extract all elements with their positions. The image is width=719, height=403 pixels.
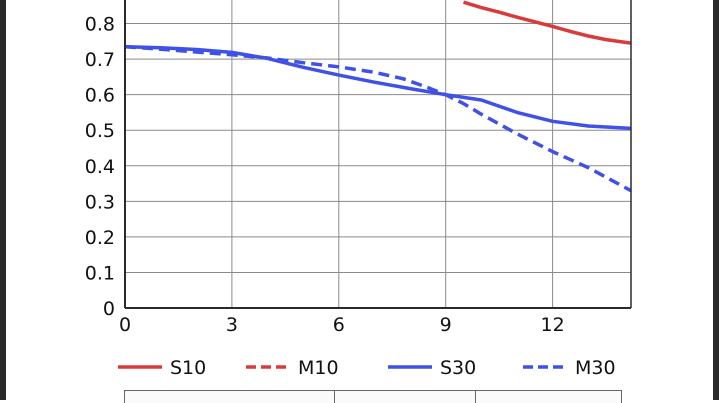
x-tick-label: 3 bbox=[226, 314, 238, 336]
x-tick-label: 9 bbox=[440, 314, 452, 336]
left-border bbox=[0, 0, 6, 400]
y-tick-label: 0 bbox=[103, 298, 115, 320]
legend-label-m30: M30 bbox=[575, 357, 616, 379]
x-tick-label: 6 bbox=[333, 314, 345, 336]
footer-table-cell bbox=[476, 391, 621, 403]
legend-label-s10: S10 bbox=[170, 357, 206, 379]
right-border bbox=[713, 0, 719, 400]
y-tick-label: 0.6 bbox=[85, 85, 115, 107]
x-axis-tick-labels: 0 3 6 9 12 bbox=[119, 314, 565, 336]
footer-table-cell bbox=[335, 391, 476, 403]
footer-table bbox=[124, 390, 622, 403]
y-tick-label: 0.7 bbox=[85, 49, 115, 71]
series-lines bbox=[125, 0, 631, 193]
y-tick-label: 0.8 bbox=[85, 14, 115, 36]
footer-table-cell bbox=[125, 391, 336, 403]
y-tick-label: 0.1 bbox=[85, 262, 115, 284]
y-tick-label: 0.5 bbox=[85, 120, 115, 142]
x-tick-label: 12 bbox=[541, 314, 565, 336]
y-tick-label: 0.3 bbox=[85, 191, 115, 213]
y-tick-label: 0.4 bbox=[85, 156, 115, 178]
legend-label-s30: S30 bbox=[440, 357, 476, 379]
axis-frame bbox=[124, 0, 632, 309]
legend: S10 M10 S30 M30 bbox=[118, 357, 616, 379]
y-tick-label: 0.2 bbox=[85, 227, 115, 249]
x-tick-label: 0 bbox=[119, 314, 131, 336]
series-line-s10 bbox=[462, 0, 631, 45]
series-line-s30 bbox=[125, 44, 631, 131]
series-line-m30 bbox=[125, 44, 631, 193]
legend-label-m10: M10 bbox=[298, 357, 339, 379]
y-axis-tick-labels: 0 0.1 0.2 0.3 0.4 0.5 0.6 0.7 0.8 bbox=[85, 14, 115, 320]
